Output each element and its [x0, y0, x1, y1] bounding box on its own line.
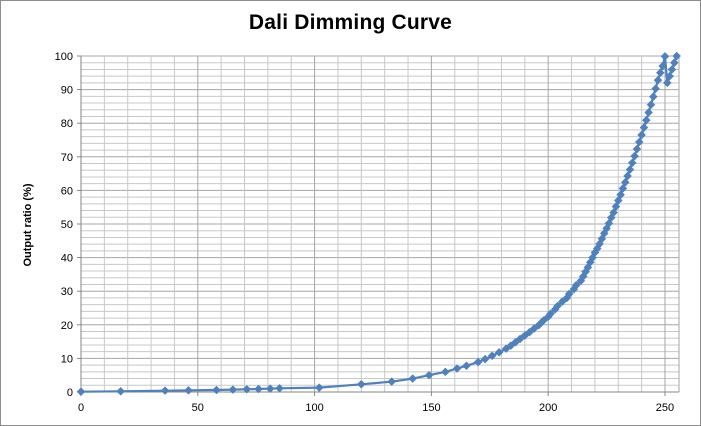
- data-point: [441, 367, 450, 377]
- x-tick-label: 200: [539, 402, 557, 414]
- data-point: [644, 108, 653, 117]
- data-point: [275, 383, 284, 393]
- y-tick-label: 60: [61, 185, 73, 197]
- grid: [80, 55, 680, 393]
- x-tick-label: 0: [78, 402, 84, 414]
- data-point: [387, 377, 397, 386]
- data-point: [618, 184, 628, 193]
- data-point: [571, 280, 581, 290]
- y-tick-label: 70: [61, 152, 73, 164]
- data-point: [480, 354, 490, 364]
- chart-title: Dali Dimming Curve: [248, 11, 453, 34]
- data-point: [228, 385, 238, 395]
- y-tick-label: 50: [61, 219, 73, 231]
- data-point: [314, 383, 324, 392]
- y-tick-label: 90: [61, 85, 73, 97]
- data-point: [625, 165, 635, 174]
- data-point: [655, 68, 665, 78]
- y-tick-label: 40: [61, 253, 73, 265]
- data-point: [672, 51, 682, 61]
- data-point: [627, 158, 637, 168]
- data-point: [494, 347, 504, 357]
- y-tick-label: 0: [67, 387, 73, 399]
- data-point: [254, 384, 263, 394]
- data-point: [557, 297, 567, 306]
- data-point: [637, 130, 646, 140]
- data-point: [667, 65, 677, 74]
- x-tick-label: 150: [422, 402, 440, 414]
- data-series: [76, 51, 682, 397]
- data-point: [539, 316, 548, 325]
- data-point: [641, 115, 651, 125]
- data-point: [116, 386, 126, 396]
- data-point: [546, 309, 555, 319]
- data-point: [212, 385, 221, 395]
- data-point: [630, 151, 639, 161]
- data-point: [356, 379, 366, 389]
- data-point: [473, 357, 483, 367]
- data-point: [462, 361, 471, 371]
- x-tick-label: 250: [656, 402, 674, 414]
- data-point: [553, 301, 562, 311]
- data-point: [184, 385, 193, 395]
- data-point: [634, 137, 644, 147]
- data-point: [424, 370, 434, 380]
- x-tick-label: 50: [192, 402, 204, 414]
- data-point: [609, 208, 618, 217]
- data-point: [452, 364, 462, 373]
- axes: [77, 55, 679, 396]
- data-point: [620, 177, 630, 187]
- tick-labels: 0 10 20 30 40 50 60 70 80 90 100 0 50 100 150 200 250: [55, 51, 675, 414]
- y-tick-label: 80: [61, 118, 73, 130]
- data-point: [76, 387, 86, 397]
- data-point: [651, 84, 660, 93]
- data-point: [623, 171, 632, 181]
- y-tick-label: 100: [55, 51, 73, 63]
- data-point: [242, 384, 252, 394]
- data-point: [160, 386, 170, 396]
- data-point: [662, 78, 672, 88]
- data-point: [646, 100, 656, 110]
- data-point: [648, 92, 658, 102]
- data-point: [639, 123, 649, 132]
- data-point: [408, 374, 418, 383]
- y-tick-label: 30: [61, 286, 73, 298]
- data-point: [265, 384, 275, 393]
- data-point: [525, 327, 534, 337]
- data-point: [658, 61, 668, 71]
- data-point: [660, 51, 670, 61]
- data-point: [611, 202, 621, 211]
- y-tick-label: 20: [61, 320, 73, 332]
- data-point: [669, 58, 679, 68]
- data-point: [632, 144, 642, 154]
- data-point: [564, 289, 574, 299]
- data-point: [487, 351, 497, 361]
- data-point: [665, 71, 675, 81]
- x-tick-label: 100: [305, 402, 323, 414]
- y-tick-label: 10: [61, 353, 73, 365]
- data-point: [616, 190, 625, 200]
- data-point: [653, 75, 663, 85]
